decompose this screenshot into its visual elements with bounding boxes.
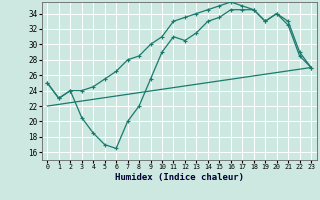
X-axis label: Humidex (Indice chaleur): Humidex (Indice chaleur) xyxy=(115,173,244,182)
